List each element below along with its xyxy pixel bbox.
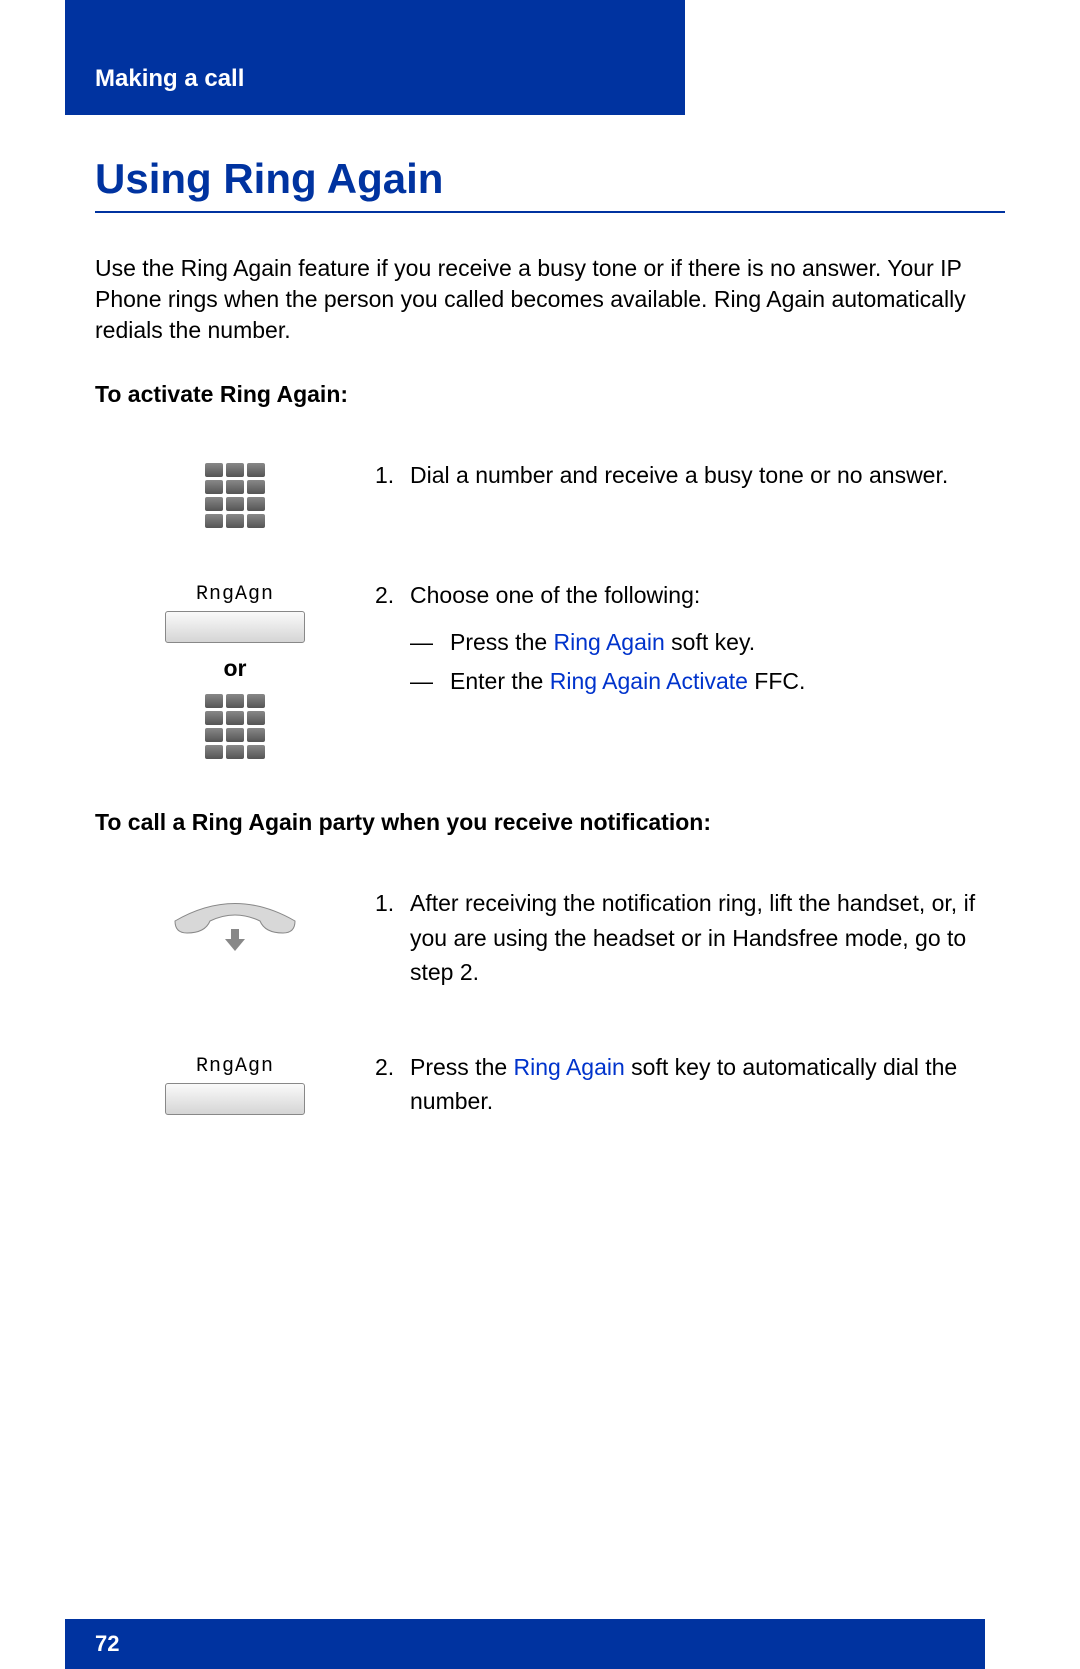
- activate-step-1: 1. Dial a number and receive a busy tone…: [95, 458, 1005, 528]
- sub-step: — Enter the Ring Again Activate FFC.: [375, 662, 1005, 701]
- icon-col: [95, 886, 375, 961]
- text-col: 1. Dial a number and receive a busy tone…: [375, 458, 1005, 503]
- softkey-button-icon: [165, 611, 305, 643]
- link-text: Ring Again: [514, 1054, 625, 1080]
- section-heading-activate: To activate Ring Again:: [95, 381, 1005, 408]
- text-col: 2. Press the Ring Again soft key to auto…: [375, 1050, 1005, 1129]
- t: Press the: [450, 629, 554, 655]
- dash-icon: —: [410, 662, 450, 701]
- or-label: or: [224, 655, 247, 682]
- step-line: 1. After receiving the notification ring…: [375, 886, 1005, 990]
- icon-col: [95, 458, 375, 528]
- step-number: 1.: [375, 458, 410, 493]
- keypad-icon: [205, 694, 265, 759]
- activate-step-2: RngAgn or 2. Choose one of the following…: [95, 578, 1005, 759]
- footer-bar: 72: [65, 1619, 985, 1669]
- t: soft key.: [665, 629, 755, 655]
- callback-step-1: 1. After receiving the notification ring…: [95, 886, 1005, 1000]
- section-heading-callback: To call a Ring Again party when you rece…: [95, 809, 1005, 836]
- t: Press the: [410, 1054, 514, 1080]
- step-text: Press the Ring Again soft key to automat…: [410, 1050, 1005, 1119]
- text-col: 2. Choose one of the following: — Press …: [375, 578, 1005, 701]
- softkey-icon: RngAgn: [165, 583, 305, 643]
- sub-step: — Press the Ring Again soft key.: [375, 623, 1005, 662]
- step-number: 2.: [375, 578, 410, 613]
- page-content: Using Ring Again Use the Ring Again feat…: [95, 155, 1005, 1179]
- text-col: 1. After receiving the notification ring…: [375, 886, 1005, 1000]
- softkey-label: RngAgn: [196, 1055, 274, 1078]
- step-line: 1. Dial a number and receive a busy tone…: [375, 458, 1005, 493]
- step-text: After receiving the notification ring, l…: [410, 886, 1005, 990]
- header-bar: Making a call: [65, 0, 685, 115]
- softkey-icon: RngAgn: [165, 1055, 305, 1115]
- step-number: 1.: [375, 886, 410, 990]
- softkey-label: RngAgn: [196, 583, 274, 606]
- header-title: Making a call: [95, 65, 244, 93]
- sub-step-text: Press the Ring Again soft key.: [450, 623, 1005, 662]
- t: Enter the: [450, 668, 550, 694]
- icon-col: RngAgn or: [95, 578, 375, 759]
- softkey-button-icon: [165, 1083, 305, 1115]
- callback-step-2: RngAgn 2. Press the Ring Again soft key …: [95, 1050, 1005, 1129]
- link-text: Ring Again Activate: [550, 668, 748, 694]
- step-text: Dial a number and receive a busy tone or…: [410, 458, 1005, 493]
- intro-paragraph: Use the Ring Again feature if you receiv…: [95, 253, 1005, 346]
- keypad-icon: [205, 463, 265, 528]
- sub-step-text: Enter the Ring Again Activate FFC.: [450, 662, 1005, 701]
- page-title: Using Ring Again: [95, 155, 1005, 213]
- handset-lift-icon: [165, 891, 305, 961]
- step-line: 2. Press the Ring Again soft key to auto…: [375, 1050, 1005, 1119]
- dash-icon: —: [410, 623, 450, 662]
- step-text: Choose one of the following:: [410, 578, 1005, 613]
- t: FFC.: [748, 668, 806, 694]
- icon-col: RngAgn: [95, 1050, 375, 1115]
- page-number: 72: [95, 1631, 119, 1657]
- step-line: 2. Choose one of the following:: [375, 578, 1005, 613]
- step-number: 2.: [375, 1050, 410, 1119]
- link-text: Ring Again: [554, 629, 665, 655]
